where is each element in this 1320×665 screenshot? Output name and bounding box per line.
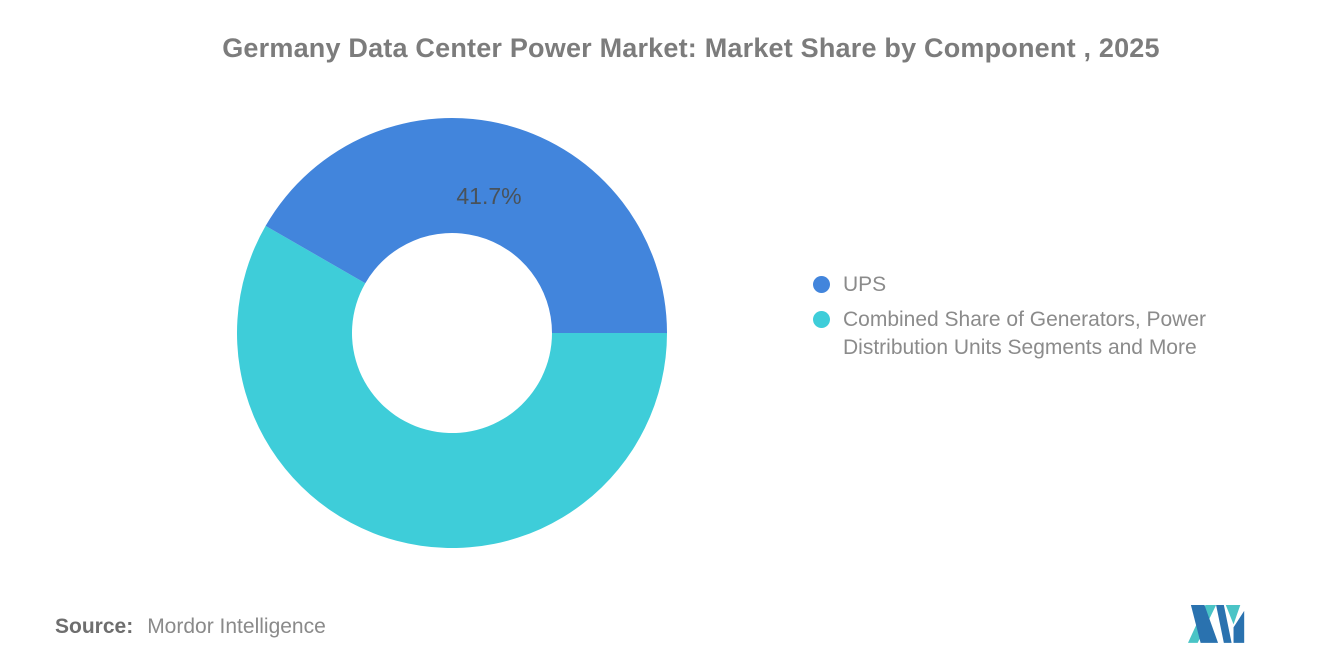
pie-slice-combined-share[interactable] — [237, 225, 667, 548]
logo-teal-right-triangle — [1225, 605, 1241, 625]
logo-blue-left-stroke — [1190, 605, 1219, 643]
source-name: Mordor Intelligence — [147, 615, 326, 638]
source-prefix: Source: — [55, 615, 134, 638]
chart-title: Germany Data Center Power Market: Market… — [222, 33, 1160, 63]
logo-blue-middle-stroke — [1216, 605, 1232, 643]
legend-item-ups[interactable]: UPS — [813, 271, 1206, 299]
mordor-intelligence-logo — [1188, 605, 1245, 643]
legend-dot-ups-icon — [813, 276, 830, 293]
legend-label-combined-share: Combined Share of Generators, Power Dist… — [843, 306, 1206, 362]
legend-label-line1: Combined Share of Generators, Power — [843, 308, 1207, 331]
legend-label-ups: UPS — [843, 273, 887, 296]
legend: UPS Combined Share of Generators, Power … — [813, 271, 1206, 369]
pie-data-label-ups: 41.7% — [456, 183, 522, 209]
pie-slice-ups[interactable] — [265, 118, 667, 333]
logo-blue-right-bar — [1233, 610, 1245, 643]
source-line: Source: Mordor Intelligence — [55, 613, 326, 641]
legend-label-line2: Distribution Units Segments and More — [843, 336, 1197, 359]
legend-dot-combined-share-icon — [813, 311, 830, 328]
legend-item-combined-share[interactable]: Combined Share of Generators, Power Dist… — [813, 306, 1206, 362]
donut-chart — [237, 118, 667, 548]
